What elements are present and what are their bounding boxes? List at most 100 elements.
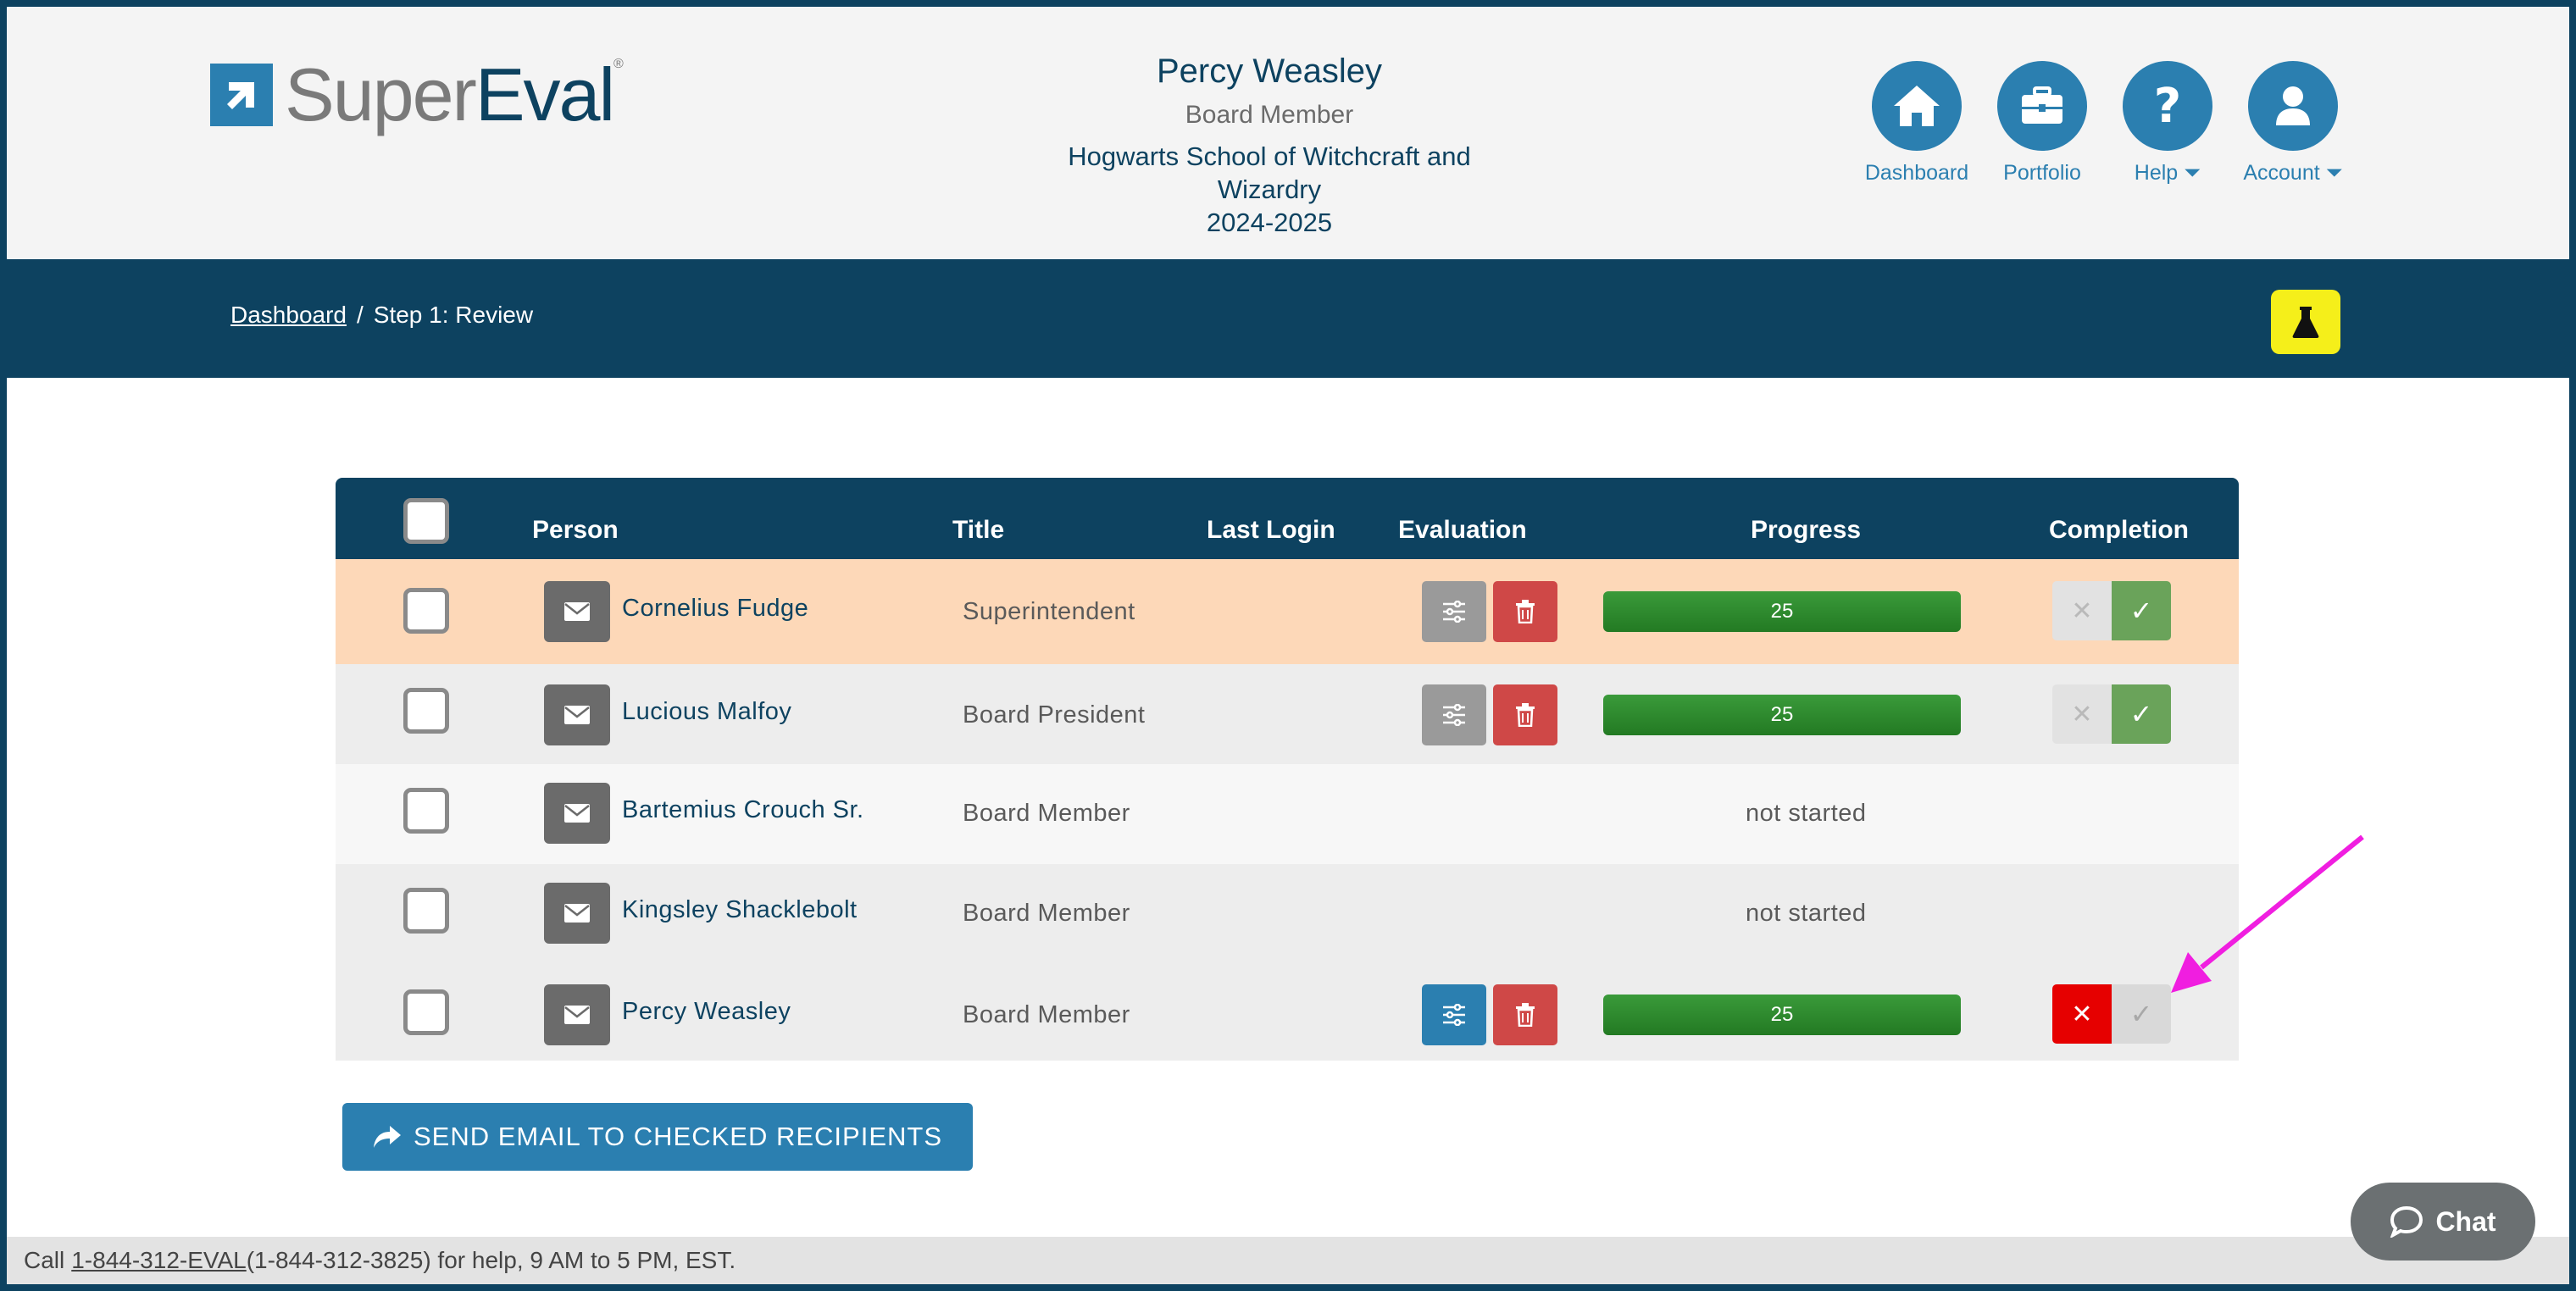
envelope-icon [564, 602, 590, 621]
row-checkbox[interactable] [403, 688, 449, 734]
user-name: Percy Weasley [1156, 53, 1382, 90]
table-row: Kingsley Shacklebolt Board Member not st… [336, 864, 2239, 964]
person-title: Board Member [963, 800, 1130, 827]
row-checkbox[interactable] [403, 788, 449, 834]
col-title[interactable]: Title [952, 516, 1005, 544]
divider [336, 1061, 2239, 1062]
email-person-button[interactable] [544, 984, 610, 1045]
sliders-icon [1443, 601, 1465, 623]
evaluation-settings-button[interactable] [1422, 684, 1486, 745]
col-progress[interactable]: Progress [1751, 516, 1862, 544]
user-icon [2248, 61, 2338, 151]
email-person-button[interactable] [544, 883, 610, 944]
superEval-logo[interactable]: SuperEval® [210, 53, 624, 136]
trash-icon [1516, 600, 1535, 623]
col-last-login[interactable]: Last Login [1207, 516, 1335, 544]
nav-help[interactable]: ? Help ⏷ [2105, 61, 2230, 186]
mark-incomplete-button[interactable]: ✕ [2052, 581, 2112, 640]
nav-dashboard[interactable]: Dashboard [1854, 61, 1979, 186]
user-role: Board Member [1185, 101, 1354, 129]
table-row: Percy Weasley Board Member 25 ✕ ✓ [336, 964, 2239, 1062]
envelope-icon [564, 804, 590, 823]
col-evaluation[interactable]: Evaluation [1398, 516, 1527, 544]
breadcrumb-dashboard-link[interactable]: Dashboard [230, 302, 347, 328]
table-row: Cornelius Fudge Superintendent 25 ✕ ✓ [336, 559, 2239, 664]
logo-mark-icon [210, 64, 273, 126]
person-name[interactable]: Kingsley Shacklebolt [622, 896, 858, 923]
row-checkbox[interactable] [403, 989, 449, 1035]
progress-status: not started [1746, 900, 1867, 927]
chat-button[interactable]: Chat [2351, 1183, 2535, 1261]
header: SuperEval® Percy Weasley Board Member Ho… [7, 7, 2569, 259]
flask-icon [2292, 307, 2319, 338]
caret-down-icon: ⏷ [2325, 161, 2343, 185]
phone-link[interactable]: 1-844-312-EVAL [71, 1247, 247, 1273]
breadcrumb-bar: Dashboard / Step 1: Review [7, 259, 2569, 378]
nav-portfolio[interactable]: Portfolio [1979, 61, 2105, 186]
person-name[interactable]: Percy Weasley [622, 998, 791, 1025]
footer: Call 1-844-312-EVAL (1-844-312-3825) for… [7, 1237, 2569, 1284]
row-checkbox[interactable] [403, 888, 449, 934]
sliders-icon [1443, 1004, 1465, 1026]
progress-bar: 25 [1603, 695, 1961, 735]
select-all-checkbox[interactable] [403, 498, 449, 544]
school-year: 2024-2025 [1206, 208, 1333, 237]
progress-bar: 25 [1603, 995, 1961, 1035]
breadcrumb: Dashboard / Step 1: Review [230, 302, 534, 328]
home-icon [1872, 61, 1962, 151]
person-title: Board President [963, 701, 1146, 729]
trash-icon [1516, 1003, 1535, 1027]
envelope-icon [564, 706, 590, 724]
send-email-button[interactable]: SEND EMAIL TO CHECKED RECIPIENTS [342, 1103, 973, 1171]
person-title: Board Member [963, 900, 1130, 927]
table-header: Person Title Last Login Evaluation Progr… [336, 478, 2239, 559]
mark-complete-button[interactable]: ✓ [2112, 684, 2171, 744]
trash-icon [1516, 703, 1535, 727]
delete-evaluation-button[interactable] [1493, 684, 1557, 745]
breadcrumb-current: Step 1: Review [373, 302, 534, 328]
person-name[interactable]: Lucious Malfoy [622, 698, 792, 725]
check-icon: ✓ [2129, 698, 2153, 730]
briefcase-icon [1997, 61, 2087, 151]
speech-bubble-icon [2390, 1205, 2423, 1238]
x-icon: ✕ [2071, 999, 2093, 1029]
evaluation-settings-button[interactable] [1422, 984, 1486, 1045]
question-icon: ? [2123, 61, 2212, 151]
evaluation-settings-button[interactable] [1422, 581, 1486, 642]
person-name[interactable]: Bartemius Crouch Sr. [622, 796, 864, 823]
check-icon: ✓ [2129, 595, 2153, 627]
evaluation-table: Person Title Last Login Evaluation Progr… [336, 478, 2239, 1062]
x-icon: ✕ [2071, 596, 2093, 626]
user-context: Percy Weasley Board Member Hogwarts Scho… [973, 53, 1566, 238]
sliders-icon [1443, 704, 1465, 726]
col-person[interactable]: Person [532, 516, 619, 544]
mark-complete-button[interactable]: ✓ [2112, 581, 2171, 640]
col-completion[interactable]: Completion [2049, 516, 2189, 544]
progress-status: not started [1746, 800, 1867, 827]
table-row: Lucious Malfoy Board President 25 ✕ ✓ [336, 664, 2239, 764]
mark-incomplete-button[interactable]: ✕ [2052, 984, 2112, 1044]
delete-evaluation-button[interactable] [1493, 984, 1557, 1045]
person-title: Board Member [963, 1001, 1130, 1028]
nav-account[interactable]: Account ⏷ [2230, 61, 2356, 186]
progress-bar: 25 [1603, 591, 1961, 632]
caret-down-icon: ⏷ [2184, 161, 2201, 185]
email-person-button[interactable] [544, 581, 610, 642]
email-person-button[interactable] [544, 783, 610, 844]
delete-evaluation-button[interactable] [1493, 581, 1557, 642]
person-name[interactable]: Cornelius Fudge [622, 595, 809, 622]
top-nav: Dashboard Portfolio ? Help ⏷ [1854, 61, 2356, 186]
mark-incomplete-button[interactable]: ✕ [2052, 684, 2112, 744]
user-school: Hogwarts School of Witchcraft and Wizard… [1068, 141, 1471, 204]
share-arrow-icon [373, 1124, 402, 1150]
person-title: Superintendent [963, 598, 1135, 625]
email-person-button[interactable] [544, 684, 610, 745]
mark-complete-button[interactable]: ✓ [2112, 984, 2171, 1044]
envelope-icon [564, 1006, 590, 1024]
x-icon: ✕ [2071, 699, 2093, 729]
row-checkbox[interactable] [403, 588, 449, 634]
table-row: Bartemius Crouch Sr. Board Member not st… [336, 764, 2239, 864]
logo-wordmark: SuperEval® [285, 53, 624, 136]
lab-button[interactable] [2271, 290, 2340, 354]
app-frame: SuperEval® Percy Weasley Board Member Ho… [7, 7, 2569, 1284]
